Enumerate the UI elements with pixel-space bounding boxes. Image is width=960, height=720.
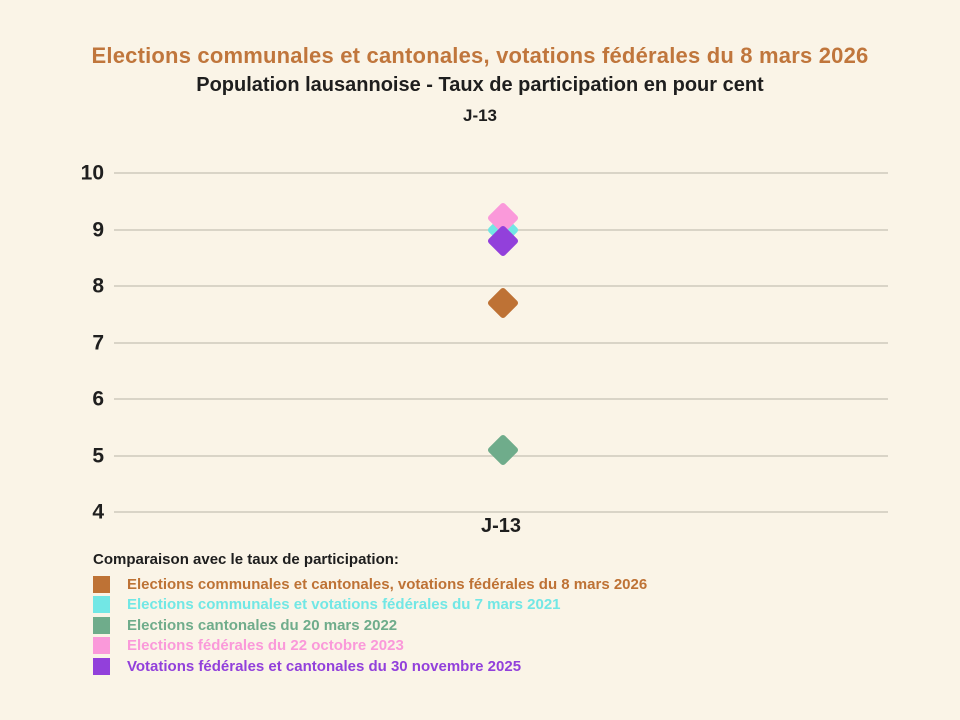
legend-item: Votations fédérales et cantonales du 30 … bbox=[93, 656, 647, 677]
chart-period-label: J-13 bbox=[462, 106, 498, 125]
diamond-marker bbox=[486, 286, 519, 320]
legend-swatch-icon bbox=[93, 575, 110, 593]
y-axis-labels: 10 9 8 7 6 5 4 bbox=[48, 163, 104, 523]
y-axis-tick-label: 10 bbox=[80, 161, 104, 185]
y-axis-tick-label: 8 bbox=[92, 274, 104, 298]
legend-swatch-icon bbox=[93, 637, 110, 655]
y-axis-tick-label: 7 bbox=[92, 331, 104, 354]
legend-item: Elections cantonales du 20 mars 2022 bbox=[93, 615, 647, 636]
legend-item-label: Elections cantonales du 20 mars 2022 bbox=[127, 616, 398, 634]
plot-area bbox=[114, 172, 888, 513]
y-axis-tick-label: 5 bbox=[92, 444, 104, 467]
gridline bbox=[114, 285, 888, 287]
x-axis-tick-label: J-13 bbox=[480, 515, 522, 537]
diamond-marker bbox=[486, 433, 519, 467]
legend-item: Elections communales et votations fédéra… bbox=[93, 595, 647, 616]
legend: Comparaison avec le taux de participatio… bbox=[93, 551, 647, 677]
y-axis-tick-label: 9 bbox=[92, 218, 104, 241]
legend-item-label: Elections communales et cantonales, vota… bbox=[127, 575, 648, 593]
chart-title: Elections communales et cantonales, vota… bbox=[91, 43, 869, 68]
legend-swatch-icon bbox=[93, 596, 110, 614]
y-axis-tick-label: 6 bbox=[92, 387, 104, 411]
legend-item: Elections communales et cantonales, vota… bbox=[93, 574, 647, 595]
gridline bbox=[114, 398, 888, 400]
legend-item-label: Elections fédérales du 22 octobre 2023 bbox=[127, 637, 404, 655]
legend-item-label: Votations fédérales et cantonales du 30 … bbox=[127, 657, 522, 675]
legend-swatch-icon bbox=[93, 657, 110, 675]
legend-item-label: Elections communales et votations fédéra… bbox=[127, 596, 561, 614]
legend-header: Comparaison avec le taux de participatio… bbox=[93, 551, 399, 568]
gridline bbox=[114, 341, 888, 344]
chart-subtitle: Population lausannoise - Taux de partici… bbox=[196, 74, 764, 96]
legend-swatch-icon bbox=[93, 616, 110, 634]
gridline bbox=[114, 511, 888, 513]
legend-item: Elections fédérales du 22 octobre 2023 bbox=[93, 636, 647, 657]
y-axis-tick-label: 4 bbox=[92, 500, 104, 524]
gridline bbox=[114, 172, 888, 174]
